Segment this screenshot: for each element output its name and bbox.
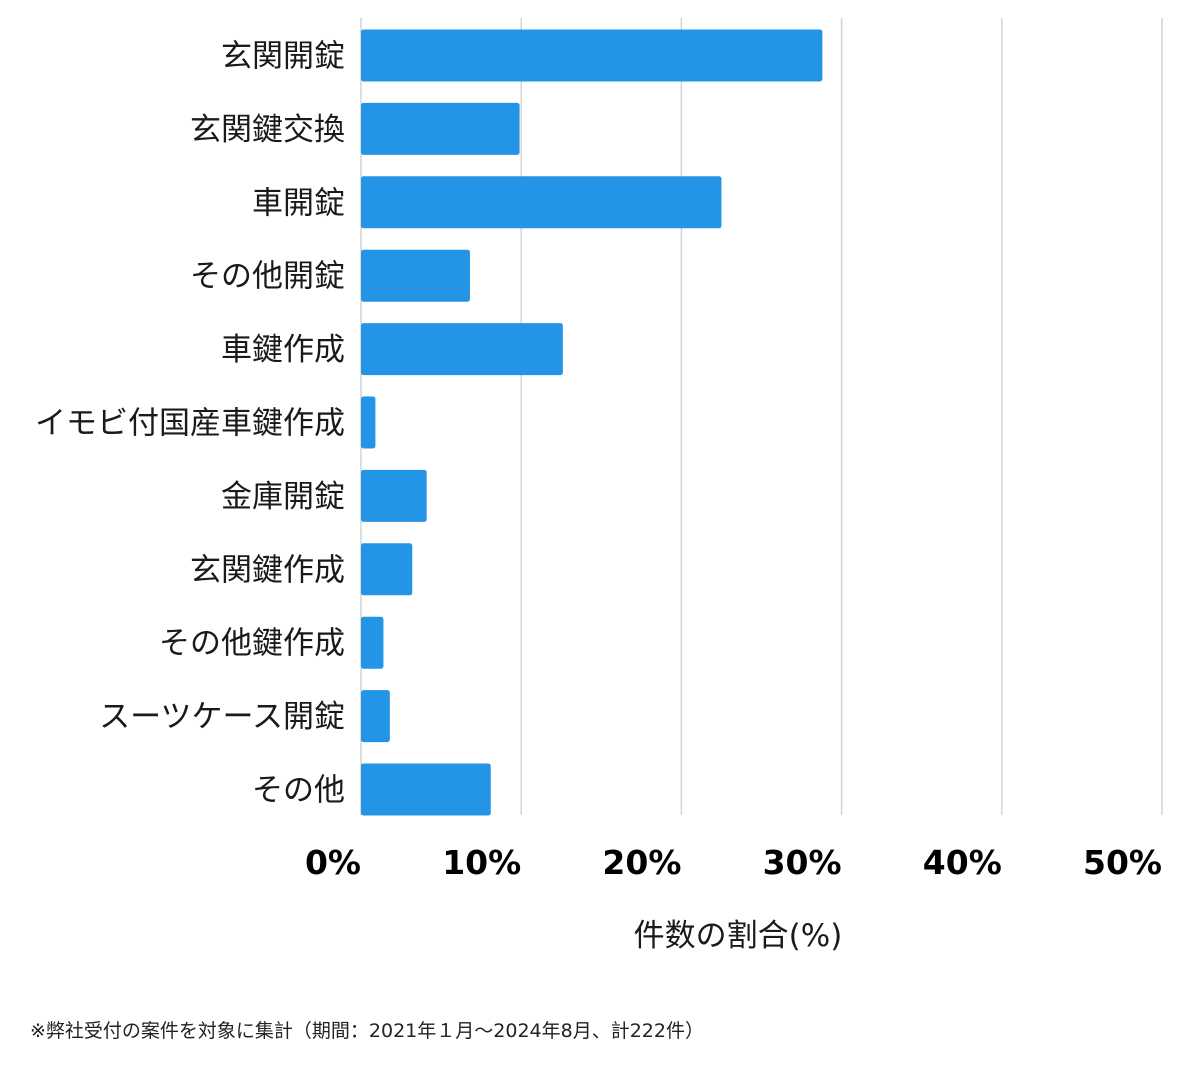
bar	[361, 616, 384, 669]
category-label: イモビ付国産車鍵作成	[35, 406, 345, 442]
bar	[361, 102, 520, 155]
x-tick-label: 20%	[602, 843, 681, 882]
bar	[361, 396, 376, 449]
x-tick-label: 30%	[763, 843, 842, 882]
category-labels: 玄関開錠玄関鍵交換車開錠その他開錠車鍵作成イモビ付国産車鍵作成金庫開錠玄関鍵作成…	[35, 39, 345, 809]
x-tick-label: 0%	[305, 843, 361, 882]
category-label: スーツケース開錠	[99, 699, 345, 735]
horizontal-bar-chart: 玄関開錠玄関鍵交換車開錠その他開錠車鍵作成イモビ付国産車鍵作成金庫開錠玄関鍵作成…	[35, 18, 1163, 954]
footnote: ※弊社受付の案件を対象に集計（期間：2021年１月〜2024年8月、計222件）	[30, 1020, 704, 1042]
x-axis-title: 件数の割合(%)	[634, 918, 843, 954]
bar	[361, 543, 413, 596]
bar	[361, 29, 823, 82]
category-label: 玄関鍵作成	[190, 552, 345, 588]
category-label: その他	[252, 773, 345, 809]
x-tick-label: 40%	[923, 843, 1002, 882]
category-label: その他鍵作成	[159, 626, 345, 662]
x-tick-label: 10%	[442, 843, 521, 882]
x-tick-labels: 0% 10% 20% 30% 40% 50%	[305, 843, 1162, 882]
bar	[361, 690, 390, 743]
category-label: 車開錠	[252, 185, 345, 221]
bar	[361, 323, 563, 376]
category-label: 車鍵作成	[221, 332, 345, 368]
bar	[361, 469, 427, 522]
category-label: 金庫開錠	[221, 479, 345, 515]
bars	[361, 29, 823, 816]
category-label: その他開錠	[190, 259, 345, 295]
bar	[361, 763, 491, 816]
bar	[361, 249, 470, 302]
category-label: 玄関開錠	[221, 39, 345, 75]
category-label: 玄関鍵交換	[190, 112, 345, 148]
gridlines	[360, 18, 1163, 815]
bar	[361, 176, 722, 229]
x-tick-label: 50%	[1083, 843, 1162, 882]
